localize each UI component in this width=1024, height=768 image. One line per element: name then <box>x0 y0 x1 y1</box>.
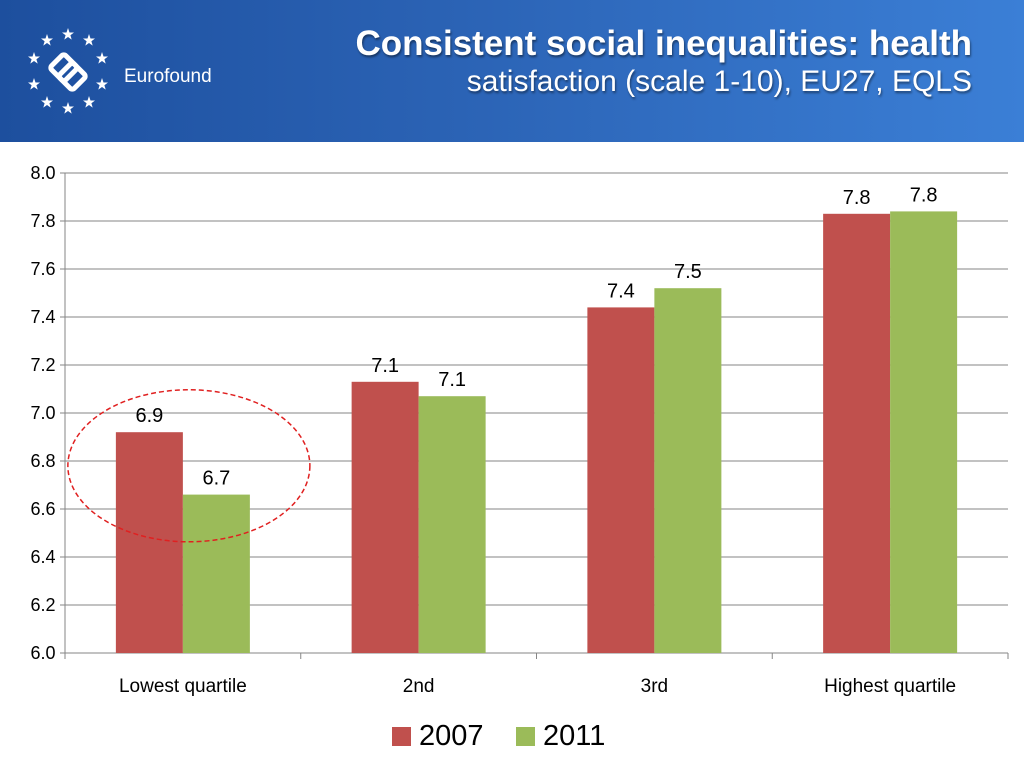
category-label: 3rd <box>641 676 668 697</box>
bar-2007-3 <box>823 213 891 654</box>
y-tick-label: 6.8 <box>30 451 55 471</box>
eurofound-logo-icon <box>28 28 108 114</box>
data-label: 7.1 <box>438 369 466 391</box>
category-label: 2nd <box>403 676 435 697</box>
legend-item-2011: 2011 <box>516 716 605 756</box>
bar-2007-1 <box>351 381 419 653</box>
data-label: 7.8 <box>910 184 938 206</box>
bar-2011-2 <box>654 288 722 653</box>
legend-label-2007: 2007 <box>419 719 484 752</box>
title-line-2: satisfaction (scale 1-10), EU27, EQLS <box>466 65 972 98</box>
y-tick-label: 6.6 <box>30 499 55 519</box>
y-tick-label: 7.8 <box>30 211 55 231</box>
bar-chart: 6.0 6.2 6.4 6.6 6.8 7.0 7.2 7.4 7.6 7.8 8.0 6.9 6.7 L… <box>30 163 1009 697</box>
category-label: Highest quartile <box>824 676 956 697</box>
header-banner: Eurofound Consistent social inequalities… <box>0 0 1024 142</box>
legend-label-2011: 2011 <box>543 719 606 752</box>
brand-name: Eurofound <box>124 66 212 87</box>
title-line-1: Consistent social inequalities: health <box>355 24 972 63</box>
data-label: 6.7 <box>202 468 230 490</box>
data-label: 7.1 <box>371 355 399 377</box>
legend-swatch-2007 <box>392 726 411 746</box>
slide-title: Consistent social inequalities: health s… <box>355 24 972 100</box>
bar-2007-0 <box>115 432 183 653</box>
bar-2007-2 <box>587 307 655 653</box>
bar-2011-0 <box>182 494 250 653</box>
y-tick-label: 6.0 <box>30 643 55 663</box>
data-label: 7.4 <box>607 280 635 302</box>
bar-2011-3 <box>890 211 958 653</box>
category-label: Lowest quartile <box>119 676 247 697</box>
y-tick-label: 7.0 <box>30 403 55 423</box>
legend-item-2007: 2007 <box>392 716 484 756</box>
y-tick-label: 8.0 <box>30 163 55 183</box>
highlight-ellipse <box>67 389 311 543</box>
y-tick-label: 6.4 <box>30 547 55 567</box>
data-label: 7.8 <box>843 187 871 209</box>
data-label: 7.5 <box>674 261 702 283</box>
bar-2011-1 <box>418 396 486 653</box>
y-tick-label: 7.6 <box>30 259 55 279</box>
y-tick-label: 7.4 <box>30 307 55 327</box>
data-label: 6.9 <box>135 405 163 427</box>
chart-legend: 2007 2011 <box>0 716 1024 756</box>
legend-swatch-2011 <box>516 726 535 746</box>
y-tick-label: 6.2 <box>30 595 55 615</box>
y-tick-label: 7.2 <box>30 355 55 375</box>
